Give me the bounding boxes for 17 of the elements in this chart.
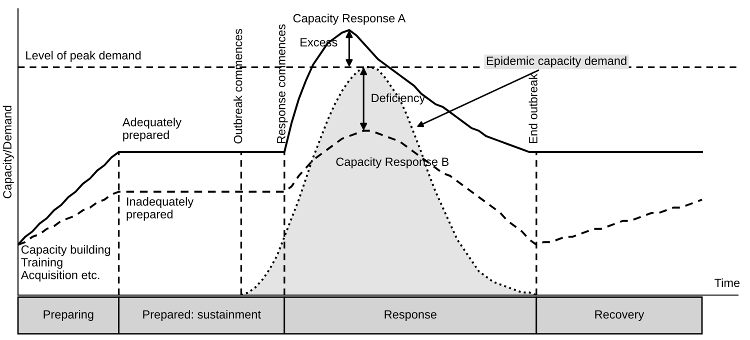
text: Recovery xyxy=(595,310,644,321)
annotation: Inadequately prepared xyxy=(126,197,194,221)
annotation: Deficiency xyxy=(372,93,426,104)
series-label: Capacity Response A xyxy=(293,14,406,25)
annotation: End outbreak xyxy=(528,74,538,144)
annotation: Capacity building Training Acquisition etc. xyxy=(20,245,110,282)
text: Response xyxy=(384,310,436,321)
text: Prepared: sustainment xyxy=(143,310,261,321)
text: Preparing xyxy=(44,310,94,321)
annotation: Response commences xyxy=(277,24,288,144)
x-axis-title: Time xyxy=(714,278,740,288)
y-axis-title: Capacity/Demand xyxy=(2,106,14,198)
text: Epidemic capacity demand xyxy=(486,56,626,68)
ref-line-label: Level of peak demand xyxy=(26,50,141,62)
annotation: Adequately prepared xyxy=(122,118,182,142)
annotation: Outbreak commences xyxy=(234,28,242,144)
series-label: Capacity Response B xyxy=(336,157,449,168)
